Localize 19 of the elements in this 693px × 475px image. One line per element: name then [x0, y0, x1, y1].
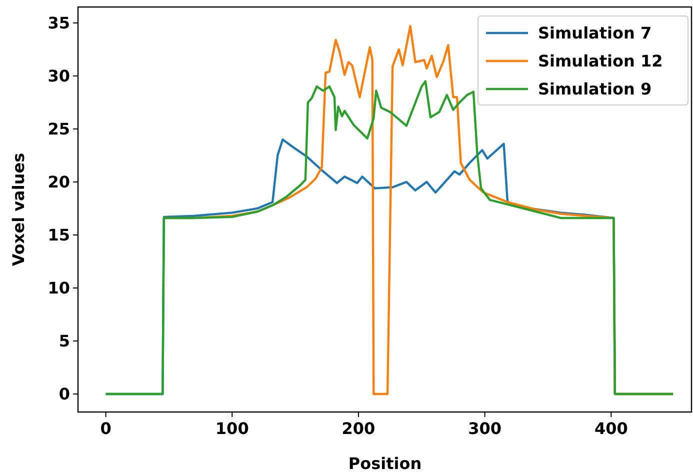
x-tick-label: 400: [594, 419, 628, 438]
y-tick-label: 5: [58, 332, 70, 351]
y-axis-title: Voxel values: [9, 152, 28, 266]
y-tick-label: 10: [48, 278, 70, 298]
x-tick-label: 200: [342, 419, 376, 438]
y-tick-label: 30: [48, 66, 70, 86]
y-tick-label: 20: [48, 172, 70, 192]
legend-label: Simulation 9: [538, 80, 652, 99]
y-tick-label: 35: [48, 14, 70, 33]
y-tick-label: 25: [48, 120, 70, 139]
x-tick-label: 0: [100, 419, 112, 438]
x-axis-title: Position: [348, 454, 422, 473]
line-series: [104, 80, 674, 396]
x-tick-label: 300: [468, 419, 502, 438]
legend-label: Simulation 7: [538, 24, 652, 43]
legend-label: Simulation 12: [538, 52, 663, 71]
y-tick-label: 15: [48, 226, 70, 245]
y-tick-label: 0: [58, 384, 70, 404]
x-tick-label: 100: [215, 419, 249, 438]
